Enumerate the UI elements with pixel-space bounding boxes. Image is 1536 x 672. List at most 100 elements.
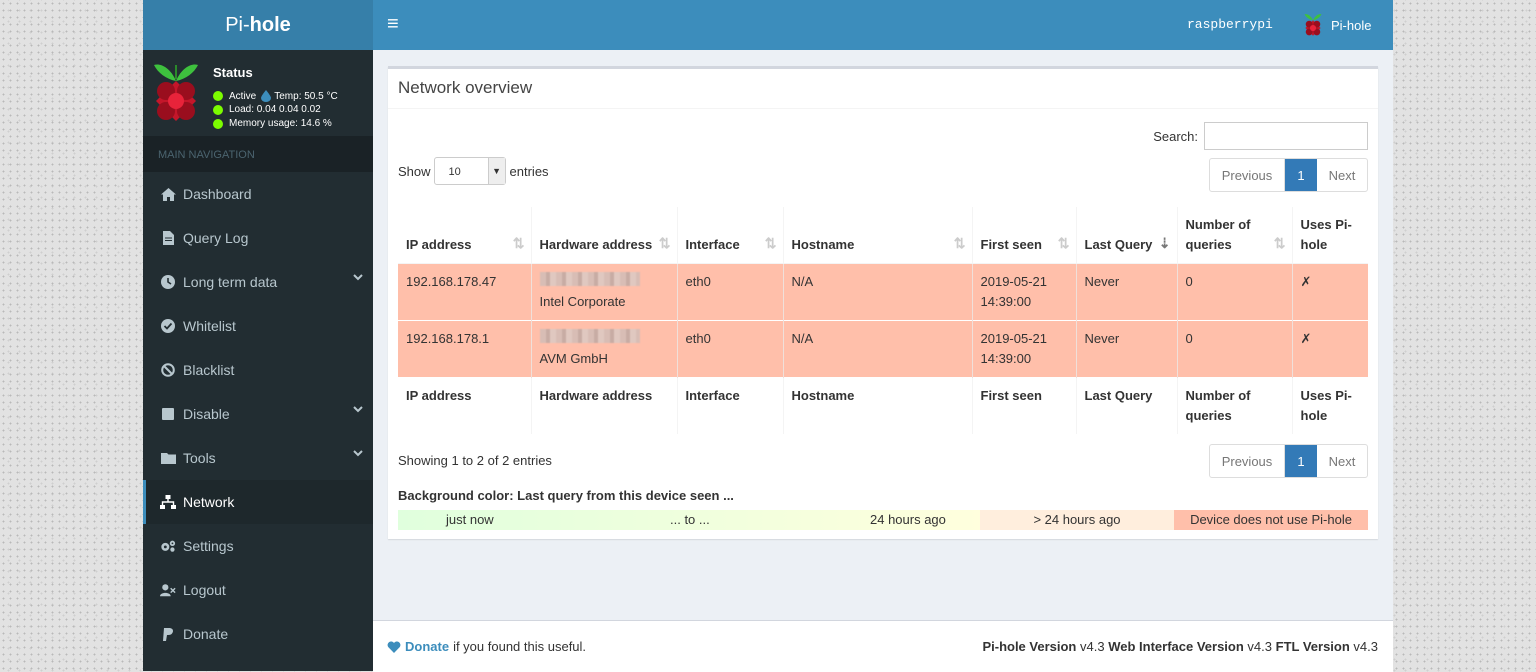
- raspberry-logo-icon: [154, 64, 198, 121]
- app-logo[interactable]: Pi-hole: [143, 0, 373, 50]
- sidebar-item-query-log[interactable]: Query Log: [143, 216, 373, 260]
- legend-to: ... to ...: [670, 512, 710, 527]
- sidebar-item-network[interactable]: Network: [143, 480, 373, 524]
- next-button[interactable]: Next: [1328, 167, 1356, 183]
- previous-button[interactable]: Previous: [1210, 445, 1285, 477]
- sidebar-item-label: Network: [183, 494, 235, 510]
- sort-icon: ⇅: [512, 235, 525, 251]
- search-input[interactable]: [1204, 122, 1368, 150]
- chevron-down-icon: [353, 450, 363, 457]
- sidebar-item-long-term-data[interactable]: Long term data: [143, 260, 373, 304]
- status-active: Active: [229, 90, 257, 102]
- pihole-version-label: Pi-hole Version: [982, 639, 1077, 654]
- donate-link[interactable]: Donate: [405, 639, 450, 654]
- user-menu[interactable]: Pi-hole: [1303, 12, 1371, 38]
- paypal-icon: [160, 626, 176, 642]
- donate-suffix: if you found this useful.: [453, 639, 587, 654]
- pihole-version: v4.3: [1080, 639, 1105, 654]
- entries-select[interactable]: 10 ▼: [433, 157, 506, 185]
- sidebar-item-disable[interactable]: Disable: [143, 392, 373, 436]
- ban-icon: [160, 362, 176, 378]
- footer-uses-pihole: Uses Pi-hole: [1291, 377, 1368, 434]
- table-header-row: IP address ⇅ Hardware address ⇅ Interface ⇅…: [398, 207, 1368, 264]
- color-legend: just now ... to ... 24 hours ago > 24 ho…: [398, 510, 1368, 530]
- page-1-button[interactable]: 1: [1285, 445, 1317, 477]
- status-active-row: Active Temp: 50.5 °C: [213, 90, 338, 102]
- search-label: Search:: [1153, 128, 1198, 144]
- legend-older: > 24 hours ago: [980, 510, 1174, 530]
- column-label: Hostname: [791, 237, 855, 252]
- web-version-label: Web Interface Version: [1108, 639, 1244, 654]
- cell-hostname: N/A: [782, 263, 972, 321]
- cell-uses-pihole: ✗: [1291, 263, 1368, 321]
- folder-icon: [160, 450, 176, 466]
- sort-icon: ⇅: [1273, 235, 1286, 251]
- first-seen-time: 14:39:00: [980, 351, 1032, 366]
- status-temp: Temp: 50.5 °C: [274, 90, 338, 102]
- legend-title: Background color: Last query from this d…: [398, 488, 734, 503]
- sidebar: Pi-hole Status Active Temp: 50.5 °C: [143, 0, 373, 671]
- sidebar-item-logout[interactable]: Logout: [143, 568, 373, 612]
- ftl-version-label: FTL Version: [1275, 639, 1350, 654]
- cell-hardware: AVM GmbH: [530, 320, 677, 378]
- cell-first-seen: 2019-05-21 14:39:00: [971, 263, 1076, 321]
- search-area: Search:: [1153, 122, 1368, 150]
- col-ip-address[interactable]: IP address ⇅: [398, 207, 531, 264]
- cell-interface: eth0: [676, 263, 783, 321]
- logo-bold: hole: [249, 13, 291, 36]
- cell-last-query: Never: [1075, 320, 1177, 378]
- col-hardware-address[interactable]: Hardware address ⇅: [530, 207, 677, 264]
- status-load-row: Load: 0.04 0.04 0.02: [213, 104, 321, 115]
- logo-prefix: Pi-: [225, 13, 250, 36]
- top-navbar: ≡ raspberrypi Pi-hole: [373, 0, 1393, 50]
- table-row: 192.168.178.1 AVM GmbH eth0 N/A 2019-05-…: [398, 320, 1368, 378]
- page-title: Network overview: [388, 69, 1378, 109]
- first-seen-date: 2019-05-21: [980, 274, 1048, 289]
- network-table: IP address ⇅ Hardware address ⇅ Interface ⇅…: [398, 207, 1368, 434]
- cell-first-seen: 2019-05-21 14:39:00: [971, 320, 1076, 378]
- legend-just-now: just now: [446, 512, 494, 527]
- gears-icon: [160, 538, 176, 554]
- pagination-top: Previous 1 Next: [1209, 158, 1368, 192]
- check-circle-icon: [160, 318, 176, 334]
- footer-interface: Interface: [676, 377, 783, 434]
- col-uses-pihole[interactable]: Uses Pi-hole: [1291, 207, 1368, 264]
- footer-last-query: Last Query: [1075, 377, 1177, 434]
- sidebar-item-settings[interactable]: Settings: [143, 524, 373, 568]
- cell-hostname: N/A: [782, 320, 972, 378]
- sidebar-toggle-button[interactable]: ≡: [387, 13, 399, 35]
- sidebar-item-donate[interactable]: Donate: [143, 612, 373, 656]
- sidebar-item-dashboard[interactable]: Dashboard: [143, 172, 373, 216]
- sidebar-item-tools[interactable]: Tools: [143, 436, 373, 480]
- page-footer: Donate if you found this useful. Pi-hole…: [373, 620, 1393, 672]
- cell-uses-pihole: ✗: [1291, 320, 1368, 378]
- legend-recent: just now ... to ... 24 hours ago: [398, 510, 980, 530]
- sidebar-item-blacklist[interactable]: Blacklist: [143, 348, 373, 392]
- sidebar-item-label: Blacklist: [183, 362, 235, 378]
- memory-dot-icon: [213, 118, 223, 129]
- load-dot-icon: [213, 104, 223, 115]
- footer-hostname: Hostname: [782, 377, 972, 434]
- chevron-down-icon: [353, 406, 363, 413]
- page-1-button[interactable]: 1: [1285, 159, 1317, 191]
- hostname: raspberrypi: [1187, 17, 1273, 32]
- sidebar-item-label: Dashboard: [183, 186, 252, 202]
- entries-label: entries: [509, 163, 549, 179]
- col-last-query[interactable]: Last Query ⇣: [1075, 207, 1177, 264]
- col-interface[interactable]: Interface ⇅: [676, 207, 783, 264]
- cell-last-query: Never: [1075, 263, 1177, 321]
- sidebar-item-label: Tools: [183, 450, 216, 466]
- status-memory: Memory usage: 14.6 %: [229, 118, 332, 129]
- sidebar-item-whitelist[interactable]: Whitelist: [143, 304, 373, 348]
- col-number-of-queries[interactable]: Number of queries ⇅: [1176, 207, 1292, 264]
- sidebar-item-label: Disable: [183, 406, 230, 422]
- col-hostname[interactable]: Hostname ⇅: [782, 207, 972, 264]
- col-first-seen[interactable]: First seen ⇅: [971, 207, 1076, 264]
- active-dot-icon: [213, 91, 223, 101]
- next-button[interactable]: Next: [1328, 453, 1356, 469]
- show-label: Show: [398, 163, 431, 179]
- column-label: First seen: [980, 237, 1042, 252]
- sort-icon: ⇅: [764, 235, 777, 251]
- previous-button[interactable]: Previous: [1210, 159, 1285, 191]
- app-wrapper: Pi-hole Status Active Temp: 50.5 °C: [143, 0, 1393, 672]
